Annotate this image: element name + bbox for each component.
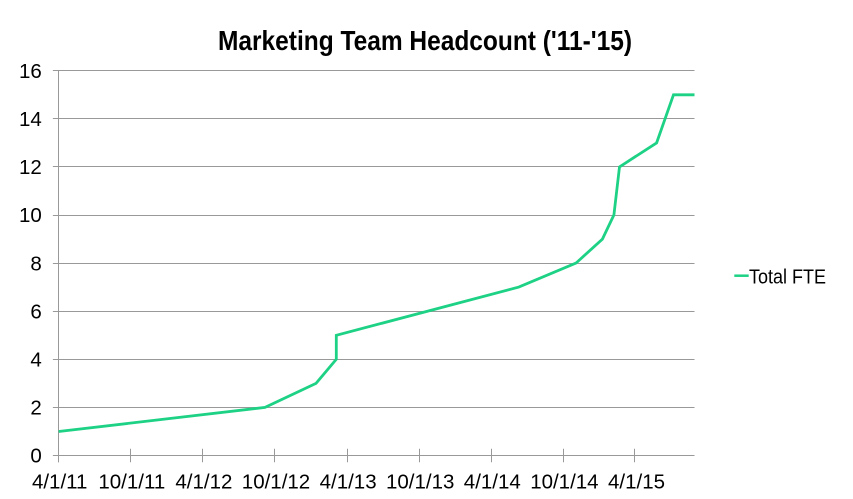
svg-text:4/1/15: 4/1/15 (608, 470, 665, 493)
svg-text:6: 6 (30, 300, 41, 323)
svg-text:14: 14 (19, 108, 42, 131)
svg-text:2: 2 (30, 397, 41, 420)
svg-text:4/1/11: 4/1/11 (32, 470, 87, 493)
svg-text:4/1/14: 4/1/14 (464, 470, 521, 493)
svg-text:0: 0 (30, 445, 41, 468)
svg-text:4/1/13: 4/1/13 (320, 470, 377, 493)
svg-text:4: 4 (30, 349, 41, 372)
svg-text:10: 10 (19, 204, 42, 227)
svg-text:10/1/13: 10/1/13 (386, 470, 454, 493)
svg-text:10/1/12: 10/1/12 (242, 470, 310, 493)
svg-text:16: 16 (19, 60, 42, 83)
svg-text:4/1/12: 4/1/12 (175, 470, 232, 493)
svg-text:Marketing Team Headcount ('11-: Marketing Team Headcount ('11-'15) (218, 25, 632, 56)
svg-text:8: 8 (30, 252, 41, 275)
svg-text:10/1/11: 10/1/11 (98, 470, 165, 493)
svg-text:10/1/14: 10/1/14 (530, 470, 598, 493)
svg-text:Total FTE: Total FTE (749, 266, 826, 289)
svg-text:12: 12 (19, 156, 42, 179)
